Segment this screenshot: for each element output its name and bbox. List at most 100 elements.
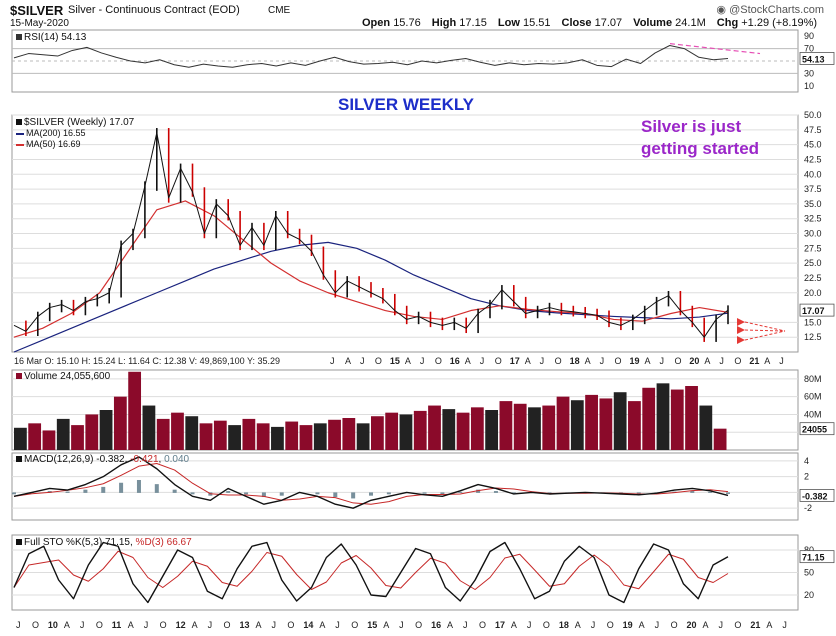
- price-x-tick-label: A: [585, 356, 591, 366]
- volume-label: Volume: [633, 17, 673, 29]
- price-tick-label: 12.5: [804, 332, 822, 342]
- high-value: 17.15: [459, 17, 487, 29]
- price-tick-label: 27.5: [804, 243, 822, 253]
- price-tick-label: 30.0: [804, 229, 822, 239]
- sto-x-tick-label: J: [463, 620, 468, 630]
- sto-x-tick-label: J: [271, 620, 276, 630]
- sto-x-tick-label: O: [96, 620, 103, 630]
- annotation-arrow-icon: [737, 326, 745, 334]
- price-x-tick-label: J: [360, 356, 365, 366]
- volume-bar: [570, 400, 584, 450]
- annotation-arrow-line: [744, 329, 786, 332]
- macd-histogram-bar: [244, 492, 249, 495]
- macd-histogram-bar: [12, 492, 16, 495]
- volume-bar: [713, 428, 727, 450]
- volume-bar: [628, 401, 641, 450]
- annotation-arrow-line: [744, 321, 786, 332]
- price-legend-text: $SILVER (Weekly) 17.07: [24, 117, 135, 128]
- macd-tick-label: 4: [804, 456, 809, 466]
- volume-tick-label: 60M: [804, 392, 822, 402]
- price-last-value: 17.07: [802, 306, 825, 316]
- macd-panel-frame: [11, 452, 799, 521]
- price-x-tick-label: 20: [689, 356, 699, 366]
- volume-bar: [456, 412, 470, 450]
- price-swatch-icon: [16, 119, 22, 125]
- rsi-line: [13, 45, 729, 68]
- sto-k-line: [13, 541, 729, 604]
- sto-x-tick-label: J: [16, 620, 21, 630]
- sto-x-tick-label: 11: [112, 620, 122, 630]
- chart-title: SILVER WEEKLY: [338, 95, 475, 114]
- rsi-tick-label: 70: [804, 44, 814, 54]
- price-x-tick-label: J: [420, 356, 425, 366]
- macd-histogram-bar: [708, 491, 713, 493]
- sto-x-tick-label: 20: [687, 620, 697, 630]
- price-tick-label: 25.0: [804, 258, 822, 268]
- ma50-legend-text: MA(50) 16.69: [26, 139, 81, 149]
- sto-x-tick-label: J: [655, 620, 660, 630]
- macd-histogram-bar: [119, 482, 124, 493]
- open-label: Open: [362, 17, 391, 29]
- macd-histogram-bar: [636, 492, 641, 494]
- sto-x-tick-label: A: [575, 620, 581, 630]
- annotation-arrow-icon: [737, 318, 745, 326]
- price-x-tick-label: J: [719, 356, 724, 366]
- volume-bar: [228, 425, 241, 450]
- volume-last-value-box: [799, 422, 835, 436]
- sto-x-tick-label: A: [511, 620, 517, 630]
- price-x-tick-label: O: [555, 356, 562, 366]
- volume-bar: [213, 420, 227, 450]
- volume-bar: [442, 409, 456, 450]
- ohlc-summary: Open 15.76 High 17.15 Low 15.51 Close 17…: [362, 18, 817, 29]
- symbol-label: $SILVER: [10, 3, 64, 18]
- volume-bar: [685, 386, 698, 450]
- volume-bar: [413, 410, 427, 450]
- volume-bar: [542, 405, 556, 450]
- rsi-legend: RSI(14) 54.13: [16, 33, 86, 43]
- sto-x-tick-label: 13: [240, 620, 250, 630]
- volume-bar: [271, 426, 284, 450]
- price-x-tick-label: J: [330, 356, 335, 366]
- volume-bar: [513, 403, 527, 450]
- price-x-tick-label: A: [345, 356, 351, 366]
- volume-bar: [185, 416, 199, 450]
- sto-x-tick-label: J: [144, 620, 149, 630]
- volume-bar: [356, 423, 370, 450]
- volume-bar: [142, 405, 156, 450]
- sto-x-tick-label: 10: [48, 620, 58, 630]
- sto-x-tick-label: A: [319, 620, 325, 630]
- macd-histogram-bar: [493, 491, 498, 493]
- price-x-tick-label: A: [704, 356, 710, 366]
- price-legend-title: $SILVER (Weekly) 17.07: [16, 118, 134, 128]
- volume-bar: [71, 425, 84, 450]
- price-x-tick-label: 16: [450, 356, 460, 366]
- price-tick-label: 37.5: [804, 184, 822, 194]
- sto-x-tick-label: J: [399, 620, 404, 630]
- sto-legend: Full STO %K(5,3) 71.15, %D(3) 66.67: [16, 538, 192, 548]
- macd-line: [13, 456, 729, 509]
- sto-x-tick-label: J: [208, 620, 213, 630]
- sto-last-value-box: [799, 550, 835, 564]
- sto-x-tick-label: 21: [750, 620, 760, 630]
- macd-histogram-bar: [369, 492, 373, 496]
- price-x-tick-label: 21: [749, 356, 759, 366]
- volume-bar: [328, 419, 341, 450]
- volume-bar: [99, 410, 113, 450]
- price-x-tick-label: A: [525, 356, 531, 366]
- sto-x-tick-label: A: [128, 620, 134, 630]
- volume-bar: [656, 383, 670, 450]
- sto-x-tick-label: 18: [559, 620, 569, 630]
- volume-bar: [699, 405, 713, 450]
- sto-x-tick-label: O: [287, 620, 294, 630]
- ohlc-hover-line: 16 Mar O: 15.10 H: 15.24 L: 11.64 C: 12.…: [14, 356, 281, 366]
- price-tick-label: 32.5: [804, 214, 822, 224]
- macd-histogram-bar: [190, 492, 195, 495]
- volume-bar: [670, 389, 684, 450]
- volume-swatch-icon: [16, 373, 22, 379]
- price-x-tick-label: J: [659, 356, 664, 366]
- sto-x-tick-label: O: [160, 620, 167, 630]
- macd-tick-label: 2: [804, 472, 809, 482]
- price-x-tick-label: O: [734, 356, 741, 366]
- ma50-swatch-icon: [16, 143, 24, 146]
